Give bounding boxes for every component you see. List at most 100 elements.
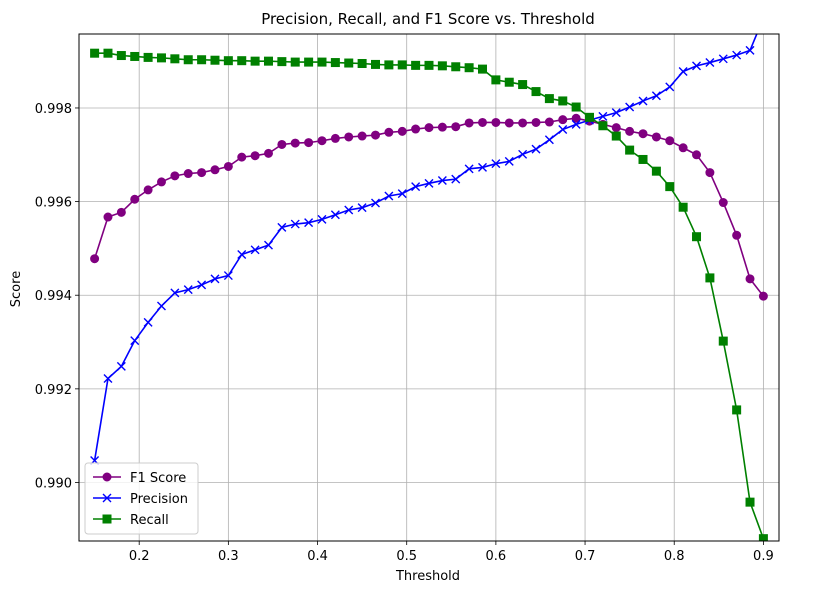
data-point-recall	[478, 64, 488, 74]
data-point-f1-score	[718, 198, 728, 208]
data-point-recall	[263, 56, 273, 66]
data-point-precision	[665, 82, 675, 92]
data-point-recall	[223, 56, 233, 66]
series-layer	[90, 34, 768, 541]
y-axis-label: Score	[9, 271, 24, 307]
data-point-precision	[210, 274, 220, 284]
data-point-f1-score	[90, 254, 100, 264]
data-point-recall	[330, 58, 340, 68]
legend-marker-recall	[102, 514, 112, 524]
data-point-f1-score	[437, 122, 447, 132]
data-point-recall	[250, 56, 260, 66]
data-point-recall	[558, 96, 568, 106]
data-point-f1-score	[678, 143, 688, 153]
data-point-precision	[611, 108, 621, 118]
series-f1-score	[90, 113, 768, 301]
data-point-precision	[344, 205, 354, 215]
data-point-f1-score	[571, 113, 581, 123]
data-point-recall	[504, 77, 514, 87]
data-point-precision	[464, 164, 474, 174]
data-point-f1-score	[558, 115, 568, 125]
legend-marker-f1-score	[102, 472, 112, 482]
data-point-f1-score	[384, 127, 394, 137]
data-point-recall	[544, 94, 554, 104]
data-point-precision	[330, 210, 340, 220]
data-point-f1-score	[665, 136, 675, 146]
data-point-recall	[598, 121, 608, 131]
data-point-f1-score	[170, 171, 180, 181]
data-point-precision	[384, 191, 394, 201]
data-point-recall	[357, 58, 367, 68]
data-point-precision	[103, 374, 113, 384]
x-axis: 0.2 0.3 0.4 0.5 0.6 0.7 0.8 0.9	[129, 541, 774, 564]
x-tick-label: 0.9	[753, 549, 774, 564]
y-axis: 0.990 0.992 0.994 0.996 0.998	[35, 102, 79, 491]
x-tick-label: 0.2	[129, 549, 150, 564]
data-point-f1-score	[277, 139, 287, 149]
legend-marker-precision	[102, 493, 112, 503]
data-point-f1-score	[424, 123, 434, 133]
data-point-precision	[317, 214, 327, 224]
data-point-recall	[638, 154, 648, 164]
data-point-precision	[504, 156, 514, 166]
data-point-recall	[464, 63, 474, 73]
data-point-f1-score	[290, 138, 300, 148]
data-point-precision	[371, 198, 380, 208]
data-point-f1-score	[317, 136, 327, 146]
data-point-precision	[638, 96, 648, 106]
data-point-precision	[558, 125, 568, 134]
data-point-f1-score	[411, 124, 421, 134]
data-point-f1-score	[692, 150, 702, 160]
data-point-f1-score	[197, 168, 207, 178]
data-point-precision	[478, 162, 487, 172]
data-point-recall	[665, 182, 675, 192]
data-point-f1-score	[370, 130, 380, 140]
data-point-precision	[518, 149, 528, 159]
data-point-precision	[116, 361, 126, 371]
data-point-recall	[344, 58, 354, 68]
data-point-precision	[531, 144, 541, 154]
data-point-recall	[491, 75, 501, 85]
data-point-f1-score	[651, 132, 661, 142]
data-point-recall	[130, 51, 140, 61]
data-point-f1-score	[397, 126, 407, 136]
data-point-f1-score	[705, 168, 715, 178]
data-point-precision	[718, 54, 728, 64]
data-point-f1-score	[611, 123, 621, 133]
data-point-f1-score	[304, 138, 314, 148]
data-point-recall	[183, 55, 193, 65]
legend-label-precision: Precision	[130, 492, 188, 507]
series-precision	[90, 34, 758, 465]
data-point-precision	[598, 111, 608, 121]
chart-title: Precision, Recall, and F1 Score vs. Thre…	[261, 10, 595, 28]
data-point-recall	[451, 62, 461, 72]
data-point-f1-score	[116, 207, 126, 217]
data-point-precision	[571, 119, 581, 129]
data-point-f1-score	[344, 132, 354, 142]
data-point-precision	[357, 203, 367, 213]
data-point-recall	[424, 60, 434, 70]
data-point-precision	[625, 102, 635, 112]
x-tick-label: 0.3	[218, 549, 239, 564]
legend-label-f1-score: F1 Score	[130, 471, 186, 486]
data-point-recall	[611, 131, 621, 141]
data-point-precision	[692, 61, 702, 71]
data-point-precision	[130, 336, 140, 346]
plot-frame	[78, 33, 780, 542]
data-point-precision	[304, 218, 314, 228]
data-point-f1-score	[732, 230, 742, 240]
y-tick-label: 0.996	[35, 196, 72, 211]
data-point-f1-score	[625, 126, 635, 136]
data-point-f1-score	[745, 274, 755, 284]
data-point-f1-score	[478, 117, 488, 127]
data-point-f1-score	[451, 122, 461, 132]
legend-box	[84, 462, 199, 535]
data-point-recall	[143, 52, 153, 62]
data-point-recall	[103, 48, 113, 58]
data-point-precision	[651, 91, 661, 101]
y-tick-label: 0.992	[35, 383, 72, 398]
data-point-precision	[223, 271, 233, 281]
data-point-precision	[732, 50, 742, 60]
data-point-precision	[424, 178, 434, 188]
